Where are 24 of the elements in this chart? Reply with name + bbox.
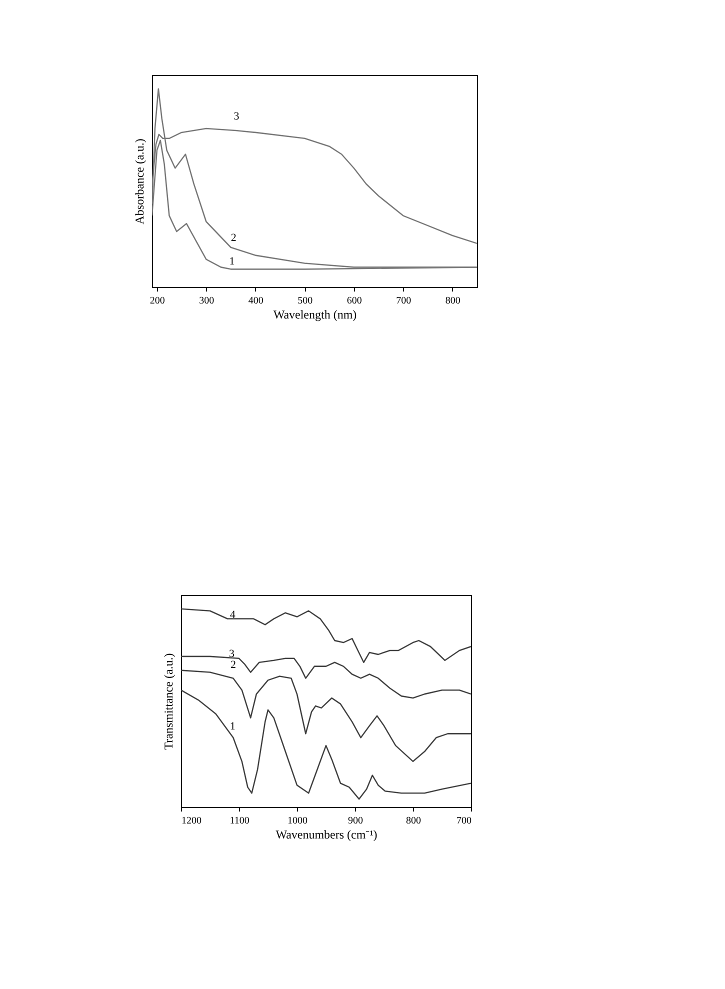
annotation: 4	[230, 608, 236, 621]
x-tick-label: 300	[199, 296, 214, 306]
annotation: 2	[230, 232, 236, 244]
x-tick-label: 500	[298, 296, 313, 306]
x-axis-title: Wavenumbers (cm⁻¹)	[276, 828, 378, 842]
annotation: 2	[230, 658, 236, 671]
annotation: 1	[229, 256, 235, 268]
x-tick-label: 900	[348, 816, 363, 826]
x-tick-label: 800	[406, 816, 421, 826]
y-axis-title: Absorbance (a.u.)	[132, 138, 146, 224]
x-tick-label: 800	[445, 296, 460, 306]
annotation: 3	[229, 648, 235, 660]
x-tick-label: 200	[150, 296, 165, 306]
x-tick-label: 1200	[182, 816, 202, 826]
annotation: 3	[234, 110, 240, 122]
y-axis-title: Transmittance (a.u.)	[162, 653, 176, 750]
x-tick-label: 1000	[288, 816, 308, 826]
x-tick-label: 700	[396, 296, 412, 306]
x-tick-label: 600	[346, 296, 362, 306]
x-axis-title: Wavelength (nm)	[273, 308, 357, 322]
x-tick-label: 700	[456, 816, 472, 826]
x-tick-label: 1100	[230, 816, 250, 826]
annotation: 1	[230, 720, 236, 732]
x-tick-label: 400	[248, 296, 264, 306]
